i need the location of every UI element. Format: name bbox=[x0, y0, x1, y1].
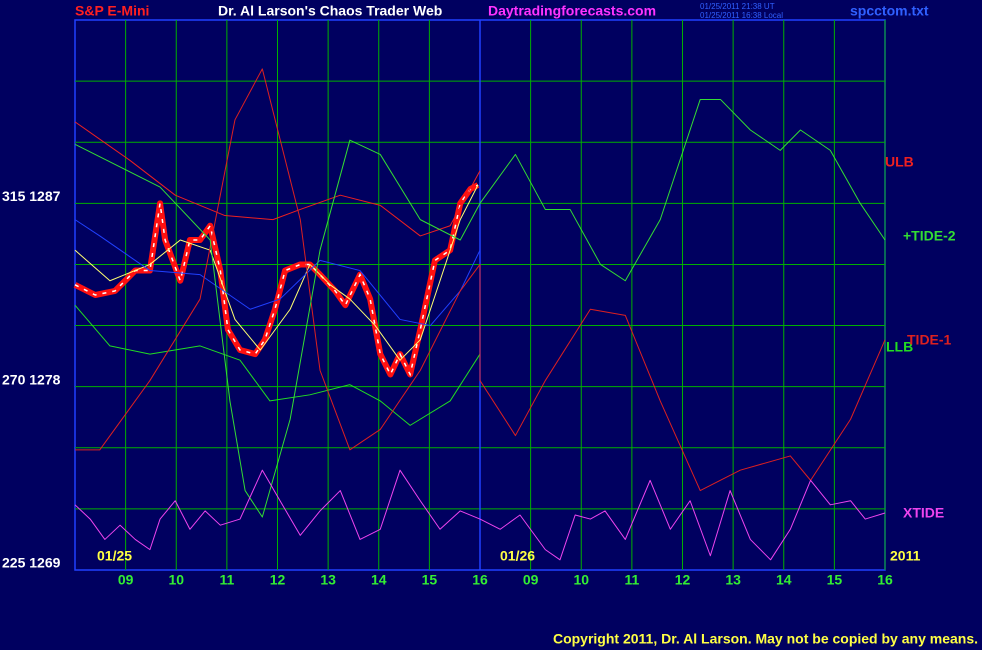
x-tick-label: 11 bbox=[219, 572, 234, 588]
file-name: spcctom.txt bbox=[850, 3, 929, 19]
series-label: ULB bbox=[885, 154, 914, 170]
x-tick-label: 14 bbox=[776, 572, 792, 588]
x-tick-label: 12 bbox=[675, 572, 691, 588]
x-tick-label: 09 bbox=[523, 572, 539, 588]
x-tick-label: 13 bbox=[320, 572, 336, 588]
series-line bbox=[74, 219, 481, 327]
x-tick-label: 11 bbox=[624, 572, 639, 588]
x-tick-label: 12 bbox=[270, 572, 286, 588]
series-line bbox=[74, 304, 481, 426]
series-line bbox=[74, 184, 479, 361]
timestamp: 01/25/2011 21:38 UT bbox=[700, 2, 775, 11]
timestamp: 01/25/2011 16:38 Local bbox=[700, 11, 783, 20]
y-tick-label: 315 1287 bbox=[2, 188, 61, 204]
x-tick-label: 15 bbox=[827, 572, 843, 588]
y-tick-label: 225 1269 bbox=[2, 555, 61, 571]
x-tick-label: 15 bbox=[422, 572, 438, 588]
x-tick-label: 10 bbox=[168, 572, 184, 588]
x-tick-label: 14 bbox=[371, 572, 387, 588]
x-tick-label: 16 bbox=[877, 572, 893, 588]
series-label: XTIDE bbox=[903, 505, 944, 521]
chart-title: Dr. Al Larson's Chaos Trader Web bbox=[218, 3, 442, 19]
price-line bbox=[73, 182, 480, 378]
annotation: 01/25 bbox=[97, 548, 132, 564]
series-line bbox=[74, 121, 481, 237]
series-line bbox=[75, 68, 886, 492]
x-tick-label: 16 bbox=[472, 572, 488, 588]
x-tick-label: 09 bbox=[118, 572, 134, 588]
x-tick-label: 13 bbox=[725, 572, 741, 588]
series-label: +TIDE-2 bbox=[903, 228, 956, 244]
y-tick-label: 270 1278 bbox=[2, 371, 61, 387]
annotation: 2011 bbox=[890, 548, 921, 564]
series-label: TIDE-1 bbox=[907, 332, 952, 348]
symbol: S&P E-Mini bbox=[75, 3, 149, 19]
annotation: 01/26 bbox=[500, 548, 535, 564]
series-label: LLB bbox=[886, 339, 913, 355]
site: Daytradingforecasts.com bbox=[488, 3, 656, 19]
series-line bbox=[74, 98, 886, 518]
series-line bbox=[74, 469, 886, 561]
copyright: Copyright 2011, Dr. Al Larson. May not b… bbox=[553, 631, 978, 647]
x-tick-label: 10 bbox=[573, 572, 589, 588]
